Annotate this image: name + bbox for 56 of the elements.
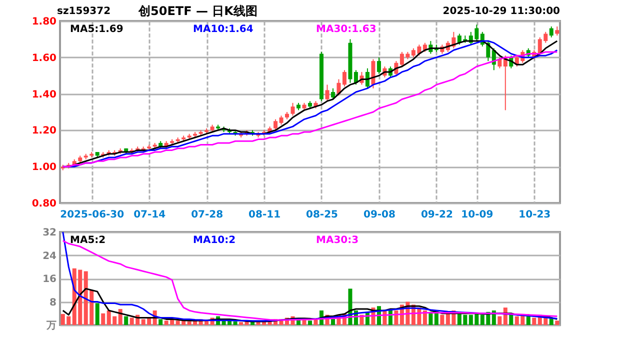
bar: [526, 316, 530, 325]
x-tick-label: 2025-06-30: [60, 210, 124, 220]
x-tick-label: 08-25: [306, 210, 338, 220]
candlestick: [555, 26, 560, 36]
y-tick-label: 32: [42, 228, 57, 238]
bar: [95, 303, 100, 325]
bar: [124, 316, 128, 325]
candlestick: [279, 115, 284, 126]
x-tick-label: 10-23: [518, 210, 551, 220]
text: 2025-10-29 11:30:00: [442, 6, 560, 17]
y-tick-label: 1.00: [32, 162, 57, 174]
y-tick-label: 1.20: [32, 126, 57, 137]
candlestick: [290, 102, 295, 116]
bar: [440, 314, 444, 325]
y-tick-label: 16: [42, 274, 57, 285]
bar: [532, 318, 536, 325]
candlestick: [342, 70, 346, 88]
bar: [434, 313, 438, 325]
x-tick-label: 09-22: [420, 210, 453, 220]
candlestick: [330, 88, 335, 100]
text: MA30:3: [316, 235, 359, 246]
candlestick: [336, 78, 341, 96]
text: sz159372: [57, 6, 111, 17]
bar: [101, 313, 106, 325]
x-tick-label: 08-11: [248, 210, 281, 220]
bar: [118, 309, 122, 325]
bar: [233, 322, 238, 325]
chart-title: 创50ETF — 日K线图: [138, 4, 258, 18]
candlestick: [422, 42, 427, 52]
y-tick-label: 万: [46, 320, 56, 332]
candlestick: [325, 84, 330, 102]
x-tick-label: 10-09: [461, 210, 494, 220]
candlestick: [371, 58, 376, 89]
text: MA5:2: [70, 235, 106, 246]
y-tick-label: 1.40: [32, 89, 57, 100]
y-tick-label: 0.80: [32, 198, 57, 210]
bar: [555, 320, 560, 325]
bar: [498, 316, 502, 325]
text: MA10:2: [193, 235, 236, 246]
text: MA10:1.64: [193, 24, 254, 35]
candlestick: [354, 70, 358, 86]
y-tick-label: 24: [42, 250, 57, 262]
candlestick: [274, 118, 278, 131]
candlestick: [376, 56, 381, 74]
x-tick-label: 07-14: [134, 210, 166, 220]
candlestick: [549, 26, 554, 38]
bar: [158, 319, 163, 325]
bar: [308, 320, 312, 325]
x-tick-label: 09-08: [363, 210, 396, 220]
y-tick-label: 8: [50, 297, 57, 308]
y-tick-label: 1.80: [32, 16, 57, 28]
text: MA30:1.63: [316, 24, 376, 35]
x-tick-label: 07-28: [191, 210, 224, 220]
bar: [239, 322, 244, 325]
y-tick-label: 1.60: [32, 52, 57, 64]
text: MA5:1.69: [70, 24, 124, 35]
